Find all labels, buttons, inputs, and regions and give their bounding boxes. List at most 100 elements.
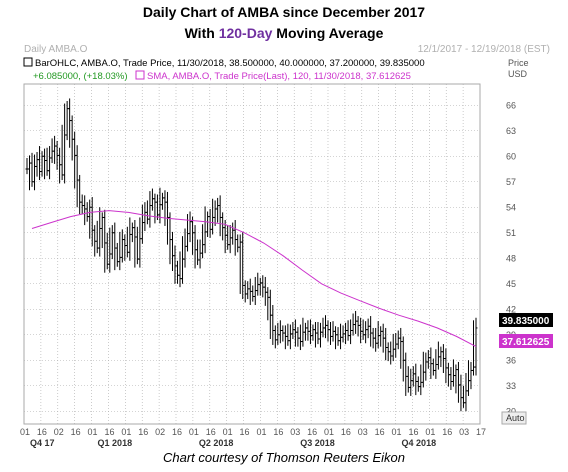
x-tick-label: 16 [375, 427, 385, 437]
ohlc-bar [303, 322, 307, 341]
ohlc-bar [296, 327, 300, 347]
ohlc-bar [356, 316, 360, 337]
ohlc-bar [346, 320, 350, 341]
ohlc-bar [313, 322, 317, 348]
ohlc-bar [336, 327, 340, 346]
y-tick-label: 30 [506, 406, 516, 416]
y-tick-label: 33 [506, 381, 516, 391]
ohlc-bar [396, 330, 400, 350]
y-axis-ticks: 30333639424548515457606366 [506, 100, 516, 416]
ohlc-bar [273, 325, 277, 349]
ohlc-bar [148, 191, 152, 228]
quarter-label: Q4 2018 [402, 438, 437, 448]
title-suffix: Moving Average [272, 25, 384, 41]
chart-header-right: 12/1/2017 - 12/19/2018 (EST) [417, 44, 550, 55]
ohlc-bar [366, 318, 370, 339]
ohlc-bar [238, 234, 242, 294]
ohlc-bar [45, 147, 49, 176]
title-prefix: With [184, 25, 219, 41]
legend-change: +6.085000, (+18.03%) [33, 71, 128, 82]
last-price-label: 39.835000 [502, 316, 550, 327]
ohlc-bar [181, 236, 185, 284]
x-tick-label: 01 [189, 427, 199, 437]
ohlc-bar [454, 364, 458, 394]
ohlc-bar [168, 212, 172, 265]
ohlc-bar [421, 351, 425, 388]
x-tick-label: 16 [37, 427, 47, 437]
ohlc-bar [201, 224, 205, 259]
ohlc-bar [216, 197, 220, 223]
bar-legend-icon [23, 57, 33, 67]
ohlc-bar [384, 327, 388, 361]
x-axis-ticks: 01 16 02 16 01 16 01 16 02 16 01 16 01 16 01 16 03 16 01 16… [20, 427, 486, 448]
ohlc-bar [459, 374, 463, 412]
ohlc-bar [43, 148, 47, 180]
auto-button[interactable] [501, 411, 527, 425]
ohlc-bar [70, 115, 74, 161]
ohlc-bar [140, 204, 144, 244]
last-price-box [499, 313, 553, 327]
ohlc-bar [65, 101, 69, 141]
ohlc-bar [48, 146, 52, 180]
ohlc-bar [218, 195, 222, 237]
ohlc-bar [391, 333, 395, 362]
x-tick-label: 01 [121, 427, 131, 437]
ohlc-bar [439, 346, 443, 368]
ohlc-bar [236, 234, 240, 253]
ohlc-bar [206, 211, 210, 237]
y-tick-label: 63 [506, 126, 516, 136]
ohlc-bar [63, 103, 67, 184]
ohlc-bar [394, 333, 398, 358]
ohlc-bar [90, 197, 94, 247]
x-tick-label: 16 [341, 427, 351, 437]
ohlc-bar [354, 310, 358, 334]
ohlc-bar [178, 251, 182, 288]
ohlc-bar [349, 319, 353, 345]
quarter-label: Q3 2018 [300, 438, 335, 448]
ohlc-bars [25, 98, 478, 412]
ohlc-bar [143, 202, 147, 232]
y-tick-label: 66 [506, 100, 516, 110]
axis-title-price: Price [508, 58, 529, 68]
ohlc-bar [339, 323, 343, 350]
ohlc-bar [138, 217, 142, 268]
ohlc-bar [176, 260, 180, 284]
ohlc-bar [263, 276, 267, 306]
ohlc-bar [456, 361, 460, 403]
ohlc-bar [208, 208, 212, 238]
ohlc-bar [160, 192, 164, 210]
ohlc-bar [449, 367, 453, 390]
ohlc-bar [123, 234, 127, 261]
ohlc-bar [389, 341, 393, 365]
chart-caption: Chart courtesy of Thomson Reuters Eikon [162, 450, 406, 465]
ohlc-bar [466, 360, 470, 396]
ohlc-bar [58, 147, 62, 184]
ohlc-bar [401, 336, 405, 382]
ohlc-bar [451, 359, 455, 387]
ohlc-bar [271, 305, 275, 345]
ohlc-bar [228, 225, 232, 254]
last-sma-label: 37.612625 [502, 337, 550, 348]
x-tick-label: 16 [104, 427, 114, 437]
ohlc-bar [130, 222, 134, 243]
ohlc-bar [431, 358, 435, 376]
ohlc-bar [379, 326, 383, 347]
ohlc-bar [369, 316, 373, 347]
ohlc-bar [40, 151, 44, 177]
x-tick-label: 16 [307, 427, 317, 437]
quarter-label: Q2 2018 [199, 438, 234, 448]
ohlc-bar [120, 229, 124, 263]
auto-label: Auto [506, 413, 525, 423]
ohlc-bar [318, 322, 322, 348]
ohlc-bar [426, 350, 430, 369]
ohlc-bar [153, 193, 157, 224]
ohlc-bar [283, 325, 287, 350]
ohlc-bar [103, 209, 107, 273]
ohlc-bar [158, 187, 162, 224]
ohlc-bar [474, 317, 478, 376]
x-tick-label: 16 [138, 427, 148, 437]
y-tick-label: 54 [506, 202, 516, 212]
ohlc-bar [110, 225, 114, 260]
x-tick-label: 02 [155, 427, 165, 437]
